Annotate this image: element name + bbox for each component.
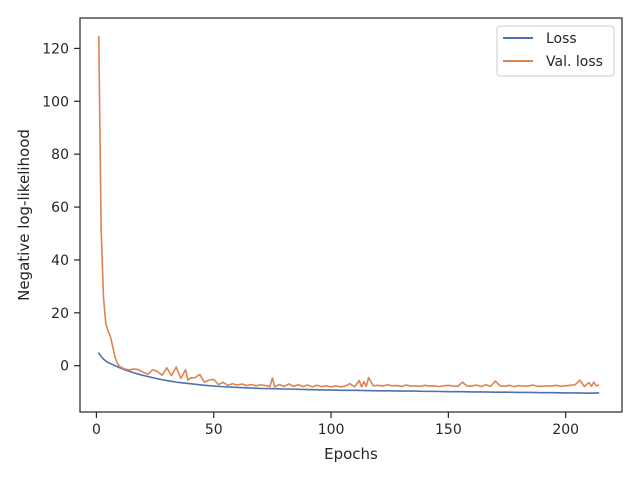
x-axis: 0 50 100 150 200 <box>92 412 579 438</box>
y-tick-label: 20 <box>51 306 69 322</box>
x-axis-label: Epochs <box>324 445 378 463</box>
x-tick-label: 100 <box>318 422 345 438</box>
legend: Loss Val. loss <box>496 25 615 77</box>
x-tick-label: 50 <box>205 422 223 438</box>
y-tick-label: 120 <box>42 41 69 57</box>
series-layer <box>97 35 600 395</box>
legend-label-val-loss: Val. loss <box>546 54 603 70</box>
y-tick-label: 100 <box>42 94 69 110</box>
y-axis: 0 20 40 60 80 100 120 <box>42 41 80 375</box>
y-tick-label: 0 <box>60 359 69 375</box>
x-tick-label: 150 <box>435 422 462 438</box>
y-tick-label: 80 <box>51 147 69 163</box>
plot-frame <box>79 17 623 413</box>
y-tick-label: 40 <box>51 253 69 269</box>
y-tick-label: 60 <box>51 200 69 216</box>
x-tick-label: 0 <box>92 422 101 438</box>
x-tick-label: 200 <box>552 422 579 438</box>
legend-label-loss: Loss <box>546 31 577 47</box>
series-line-1 <box>97 35 600 388</box>
y-axis-label: Negative log-likelihood <box>15 129 33 301</box>
